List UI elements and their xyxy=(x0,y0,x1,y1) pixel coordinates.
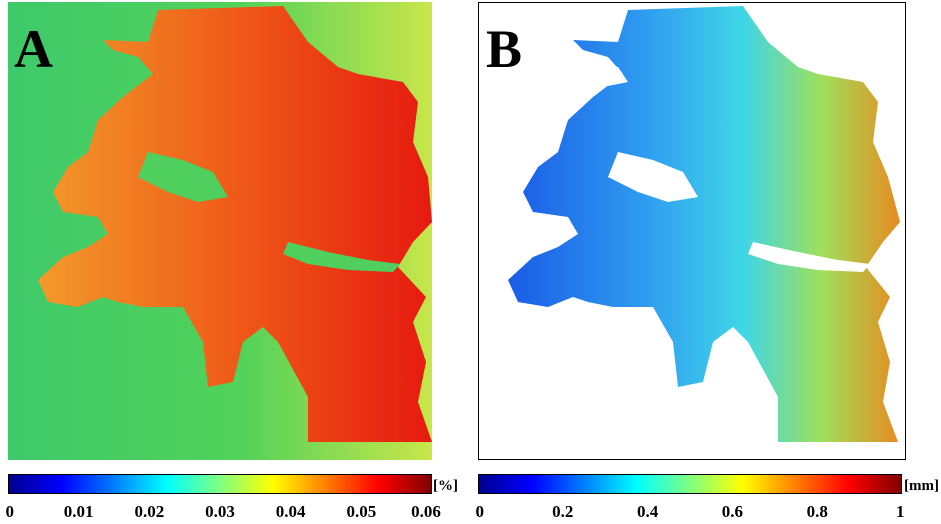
panel-b-thickness-map: B xyxy=(478,2,906,460)
colorbar-tick-label: 0.02 xyxy=(134,502,165,521)
panel-b-colorbar xyxy=(478,474,902,494)
colorbar-tick-label: 0.6 xyxy=(721,502,744,521)
panel-b-label: B xyxy=(486,19,523,79)
panel-a-middle-gap xyxy=(138,152,228,202)
panel-b-lower-gap xyxy=(748,242,870,272)
panel-a-image xyxy=(8,2,432,460)
colorbar-tick-label: 0.2 xyxy=(552,502,574,521)
panel-b-colorbar-unit: [mm] xyxy=(904,478,939,494)
colorbar-tick-label: 0.06 xyxy=(411,502,441,521)
colorbar-tick-label: 0 xyxy=(5,502,14,521)
colorbar-tick-label: 0.4 xyxy=(636,502,659,521)
panel-b-upper-gap xyxy=(583,62,628,87)
panel-a-label: A xyxy=(14,19,53,79)
colorbar-tick-label: 0.04 xyxy=(275,502,306,521)
colorbar-tick-label: 0 xyxy=(475,502,484,521)
colorbar-tick-label: 0.8 xyxy=(806,502,828,521)
panel-b-image xyxy=(478,2,906,460)
panel-a-lower-gap xyxy=(283,242,400,272)
panel-a-strain-map: A xyxy=(8,2,432,460)
panel-b-thickness-region xyxy=(508,6,900,442)
colorbar-tick-label: 0.01 xyxy=(63,502,94,521)
panel-a-high-strain-region xyxy=(38,6,432,442)
panel-a-colorbar xyxy=(8,474,432,494)
colorbar-tick-label: 1 xyxy=(896,502,905,521)
panel-a-colorbar-unit: [%] xyxy=(433,478,458,494)
colorbar-tick-label: 0.03 xyxy=(205,502,235,521)
panel-b-middle-gap xyxy=(608,152,698,202)
colorbar-tick-label: 0.05 xyxy=(346,502,377,521)
